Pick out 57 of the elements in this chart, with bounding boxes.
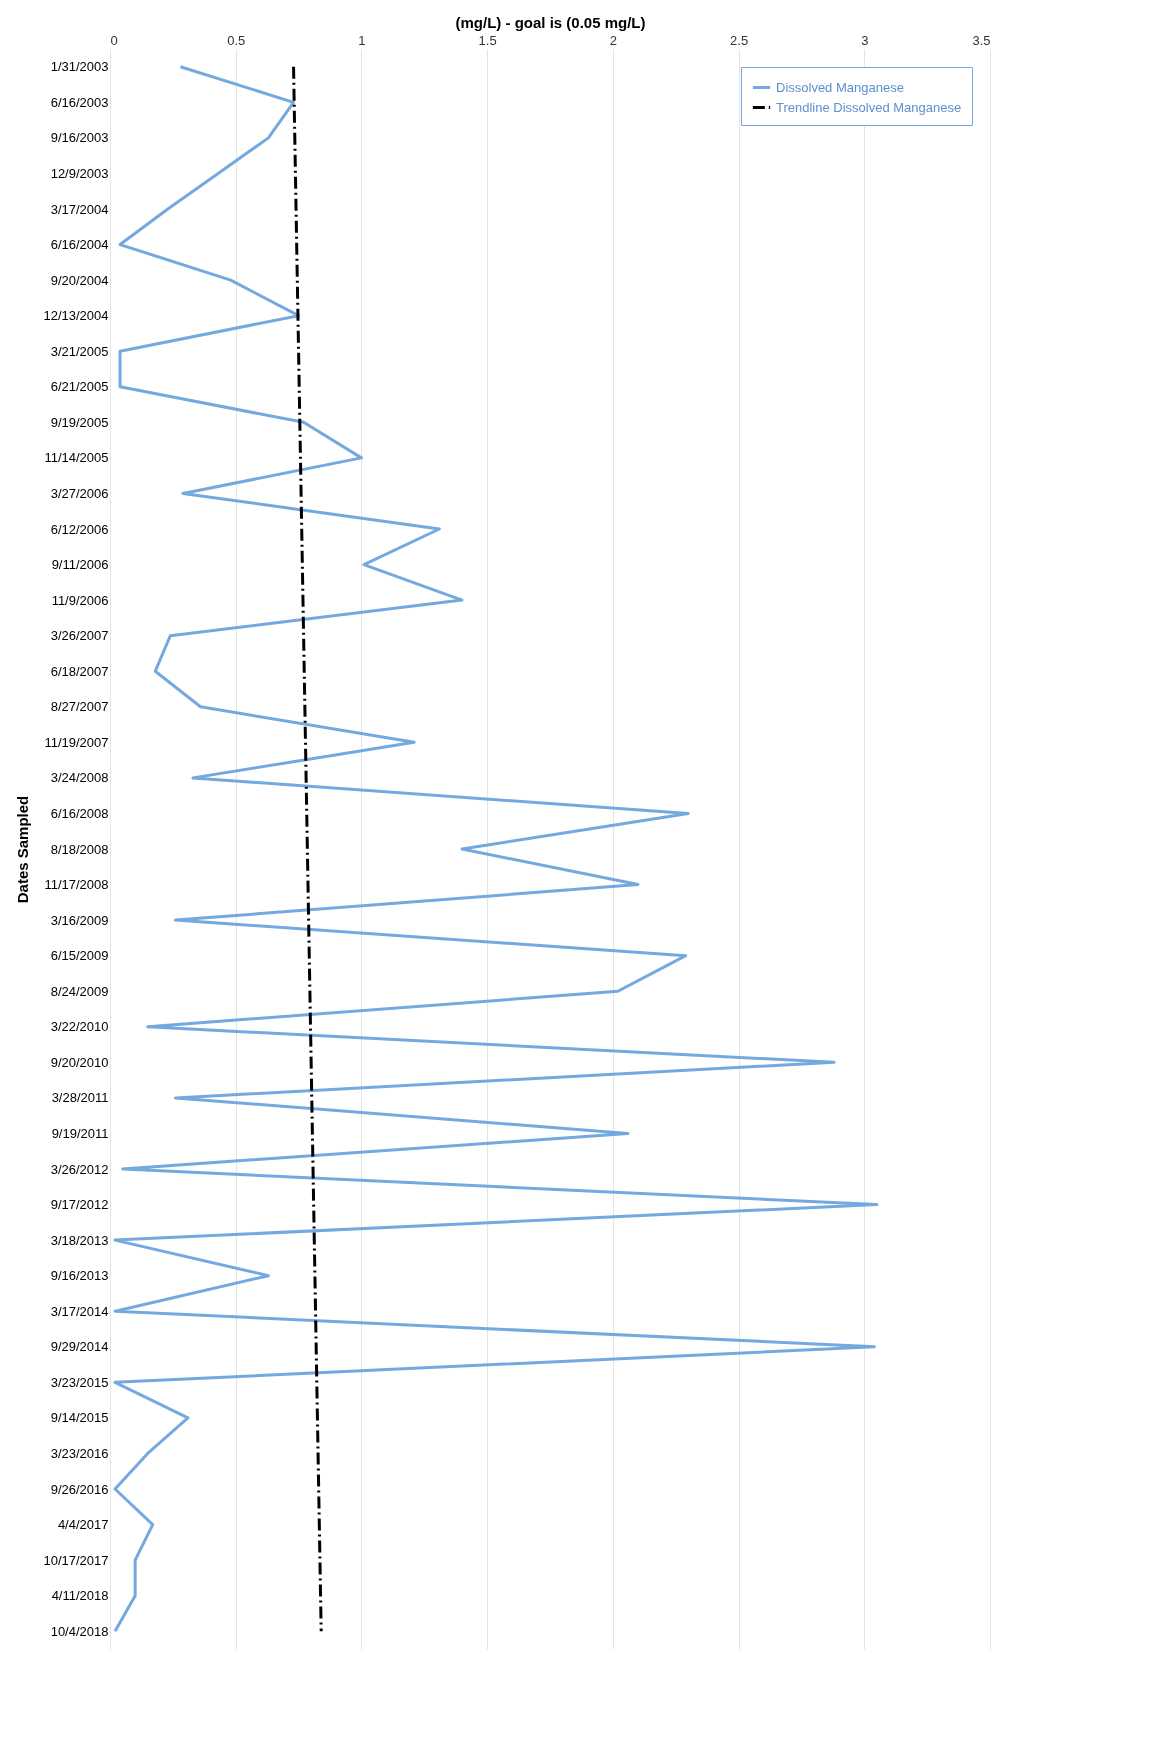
legend-label: Trendline Dissolved Manganese [776,99,962,115]
y-tick-label: 3/22/2010 [50,1019,109,1035]
y-tick-label: 6/18/2007 [50,663,109,679]
y-tick-label: 9/17/2012 [50,1197,109,1213]
y-tick-label: 3/23/2016 [50,1445,109,1461]
x-tick-label: 2.5 [730,32,749,48]
y-tick-label: 9/16/2003 [50,130,109,146]
y-tick-label: 6/15/2009 [50,948,109,964]
y-tick-label: 9/29/2014 [50,1339,109,1355]
y-tick-label: 9/16/2013 [50,1268,109,1284]
y-tick-label: 3/27/2006 [50,485,109,501]
y-tick-label: 9/20/2010 [50,1054,109,1070]
y-tick-label: 1/31/2003 [50,59,109,75]
y-tick-label: 11/9/2006 [51,592,109,608]
y-axis-title: Dates Sampled [14,795,32,904]
x-tick-label: 0 [110,32,118,48]
y-tick-label: 12/9/2003 [50,165,109,181]
y-tick-label: 9/14/2015 [50,1410,109,1426]
x-tick-label: 1 [358,32,366,48]
y-tick-label: 9/19/2005 [50,414,109,430]
y-tick-label: 4/4/2017 [57,1517,109,1533]
y-tick-label: 3/28/2011 [51,1090,109,1106]
y-tick-label: 9/11/2006 [51,557,109,573]
y-tick-label: 6/16/2003 [50,94,109,110]
legend-label: Dissolved Manganese [776,79,904,95]
y-tick-label: 3/21/2005 [50,343,109,359]
y-tick-label: 3/26/2012 [50,1161,109,1177]
y-tick-label: 6/16/2004 [50,237,109,253]
y-tick-label: 11/19/2007 [44,734,109,750]
y-tick-label: 6/16/2008 [50,805,109,821]
y-tick-label: 10/4/2018 [50,1623,109,1639]
x-axis-title: (mg/L) - goal is (0.05 mg/L) [455,13,646,31]
y-tick-label: 8/18/2008 [50,841,109,857]
y-tick-label: 9/20/2004 [50,272,109,288]
y-tick-label: 4/11/2018 [51,1588,109,1604]
y-tick-label: 3/26/2007 [50,628,109,644]
y-tick-label: 8/27/2007 [50,699,109,715]
y-tick-label: 11/17/2008 [44,877,109,893]
y-tick-label: 6/21/2005 [50,379,109,395]
y-tick-label: 12/13/2004 [43,308,109,324]
y-tick-label: 9/26/2016 [50,1481,109,1497]
x-tick-label: 2 [609,32,617,48]
y-tick-label: 6/12/2006 [50,521,109,537]
y-tick-label: 3/16/2009 [50,912,109,928]
x-tick-label: 3 [861,32,869,48]
y-tick-label: 10/17/2017 [43,1552,109,1568]
y-tick-label: 3/17/2014 [50,1303,109,1319]
y-tick-label: 3/18/2013 [50,1232,109,1248]
y-tick-label: 3/23/2015 [50,1374,109,1390]
y-tick-label: 3/24/2008 [50,770,109,786]
x-tick-label: 1.5 [478,32,497,48]
y-tick-label: 9/19/2011 [51,1125,109,1141]
x-tick-label: 0.5 [227,32,246,48]
y-tick-label: 11/14/2005 [44,450,109,466]
y-tick-label: 3/17/2004 [50,201,109,217]
x-tick-label: 3.5 [972,32,991,48]
y-tick-label: 8/24/2009 [50,983,109,999]
